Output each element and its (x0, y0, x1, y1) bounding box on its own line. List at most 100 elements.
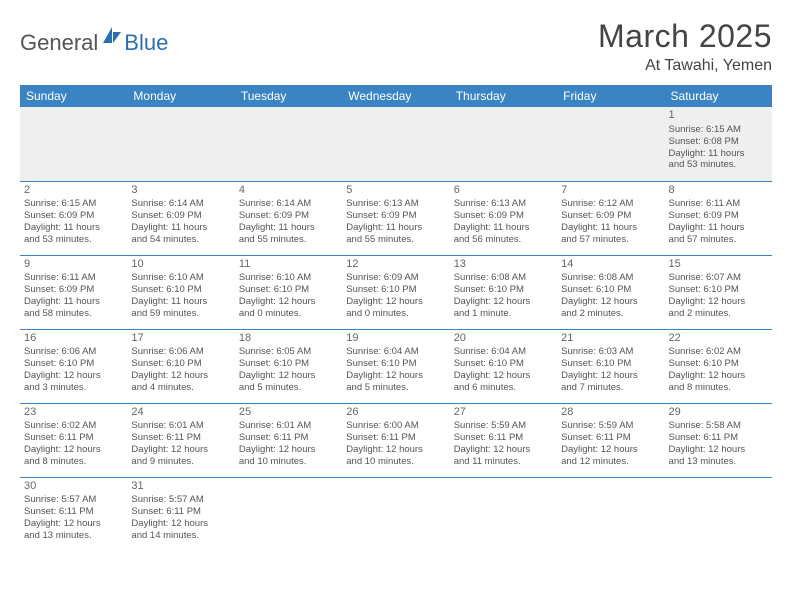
sunrise-text: Sunrise: 6:13 AM (454, 198, 553, 210)
sunrise-text: Sunrise: 6:08 AM (561, 272, 660, 284)
daylight-text: Daylight: 11 hours (131, 222, 230, 234)
sunrise-text: Sunrise: 6:07 AM (669, 272, 768, 284)
sunset-text: Sunset: 6:10 PM (131, 284, 230, 296)
sunset-text: Sunset: 6:11 PM (239, 432, 338, 444)
calendar-day-cell: 23Sunrise: 6:02 AMSunset: 6:11 PMDayligh… (20, 403, 127, 477)
daylight-text: and 11 minutes. (454, 456, 553, 468)
logo-text-blue: Blue (124, 30, 168, 56)
day-number: 31 (131, 480, 230, 494)
sunset-text: Sunset: 6:09 PM (669, 210, 768, 222)
calendar-day-cell: 30Sunrise: 5:57 AMSunset: 6:11 PMDayligh… (20, 477, 127, 551)
calendar-day-cell: 19Sunrise: 6:04 AMSunset: 6:10 PMDayligh… (342, 329, 449, 403)
sunset-text: Sunset: 6:10 PM (669, 358, 768, 370)
daylight-text: Daylight: 12 hours (346, 296, 445, 308)
daylight-text: Daylight: 12 hours (24, 370, 123, 382)
daylight-text: Daylight: 11 hours (454, 222, 553, 234)
calendar-day-cell (450, 477, 557, 551)
sunrise-text: Sunrise: 6:10 AM (131, 272, 230, 284)
sunrise-text: Sunrise: 6:11 AM (24, 272, 123, 284)
daylight-text: and 8 minutes. (669, 382, 768, 394)
calendar-day-cell: 3Sunrise: 6:14 AMSunset: 6:09 PMDaylight… (127, 181, 234, 255)
weekday-header: Sunday (20, 85, 127, 107)
daylight-text: Daylight: 11 hours (131, 296, 230, 308)
calendar-day-cell: 12Sunrise: 6:09 AMSunset: 6:10 PMDayligh… (342, 255, 449, 329)
daylight-text: Daylight: 11 hours (669, 222, 768, 234)
calendar-week-row: 16Sunrise: 6:06 AMSunset: 6:10 PMDayligh… (20, 329, 772, 403)
sunset-text: Sunset: 6:09 PM (131, 210, 230, 222)
daylight-text: and 3 minutes. (24, 382, 123, 394)
sunrise-text: Sunrise: 6:15 AM (669, 124, 768, 136)
calendar-day-cell: 11Sunrise: 6:10 AMSunset: 6:10 PMDayligh… (235, 255, 342, 329)
day-number: 9 (24, 258, 123, 272)
daylight-text: Daylight: 11 hours (561, 222, 660, 234)
sunrise-text: Sunrise: 6:15 AM (24, 198, 123, 210)
sunset-text: Sunset: 6:10 PM (346, 358, 445, 370)
sunrise-text: Sunrise: 5:59 AM (561, 420, 660, 432)
sunset-text: Sunset: 6:09 PM (561, 210, 660, 222)
calendar-day-cell: 14Sunrise: 6:08 AMSunset: 6:10 PMDayligh… (557, 255, 664, 329)
day-number: 6 (454, 184, 553, 198)
daylight-text: and 9 minutes. (131, 456, 230, 468)
calendar-day-cell: 18Sunrise: 6:05 AMSunset: 6:10 PMDayligh… (235, 329, 342, 403)
sunset-text: Sunset: 6:11 PM (24, 506, 123, 518)
calendar-day-cell: 17Sunrise: 6:06 AMSunset: 6:10 PMDayligh… (127, 329, 234, 403)
weekday-header-row: Sunday Monday Tuesday Wednesday Thursday… (20, 85, 772, 107)
calendar-day-cell (557, 477, 664, 551)
sunrise-text: Sunrise: 6:06 AM (131, 346, 230, 358)
sunrise-text: Sunrise: 6:00 AM (346, 420, 445, 432)
calendar-day-cell: 25Sunrise: 6:01 AMSunset: 6:11 PMDayligh… (235, 403, 342, 477)
daylight-text: Daylight: 11 hours (346, 222, 445, 234)
weekday-header: Thursday (450, 85, 557, 107)
day-number: 18 (239, 332, 338, 346)
calendar-day-cell (342, 477, 449, 551)
logo-sail-icon (102, 26, 122, 49)
day-number: 30 (24, 480, 123, 494)
sunrise-text: Sunrise: 6:01 AM (131, 420, 230, 432)
location: At Tawahi, Yemen (598, 57, 772, 75)
calendar-day-cell: 2Sunrise: 6:15 AMSunset: 6:09 PMDaylight… (20, 181, 127, 255)
sunset-text: Sunset: 6:10 PM (561, 358, 660, 370)
title-block: March 2025 At Tawahi, Yemen (598, 18, 772, 75)
sunset-text: Sunset: 6:09 PM (454, 210, 553, 222)
logo: General Blue (20, 26, 168, 59)
daylight-text: and 13 minutes. (669, 456, 768, 468)
daylight-text: Daylight: 12 hours (24, 518, 123, 530)
sunset-text: Sunset: 6:09 PM (239, 210, 338, 222)
logo-text-general: General (20, 30, 98, 56)
daylight-text: and 10 minutes. (346, 456, 445, 468)
sunrise-text: Sunrise: 5:57 AM (24, 494, 123, 506)
calendar-day-cell: 5Sunrise: 6:13 AMSunset: 6:09 PMDaylight… (342, 181, 449, 255)
weekday-header: Tuesday (235, 85, 342, 107)
calendar-day-cell (20, 107, 127, 181)
daylight-text: and 57 minutes. (561, 234, 660, 246)
day-number: 28 (561, 406, 660, 420)
sunset-text: Sunset: 6:11 PM (131, 432, 230, 444)
daylight-text: and 14 minutes. (131, 530, 230, 542)
day-number: 5 (346, 184, 445, 198)
sunrise-text: Sunrise: 6:12 AM (561, 198, 660, 210)
calendar-day-cell: 4Sunrise: 6:14 AMSunset: 6:09 PMDaylight… (235, 181, 342, 255)
daylight-text: and 55 minutes. (346, 234, 445, 246)
day-number: 29 (669, 406, 768, 420)
calendar-day-cell: 15Sunrise: 6:07 AMSunset: 6:10 PMDayligh… (665, 255, 772, 329)
calendar-table: Sunday Monday Tuesday Wednesday Thursday… (20, 85, 772, 551)
day-number: 15 (669, 258, 768, 272)
calendar-day-cell (235, 107, 342, 181)
day-number: 22 (669, 332, 768, 346)
daylight-text: Daylight: 12 hours (669, 296, 768, 308)
daylight-text: Daylight: 12 hours (131, 518, 230, 530)
calendar-day-cell: 26Sunrise: 6:00 AMSunset: 6:11 PMDayligh… (342, 403, 449, 477)
daylight-text: and 13 minutes. (24, 530, 123, 542)
daylight-text: Daylight: 12 hours (24, 444, 123, 456)
day-number: 4 (239, 184, 338, 198)
daylight-text: Daylight: 11 hours (24, 222, 123, 234)
calendar-week-row: 23Sunrise: 6:02 AMSunset: 6:11 PMDayligh… (20, 403, 772, 477)
day-number: 27 (454, 406, 553, 420)
day-number: 8 (669, 184, 768, 198)
calendar-day-cell: 27Sunrise: 5:59 AMSunset: 6:11 PMDayligh… (450, 403, 557, 477)
sunset-text: Sunset: 6:11 PM (24, 432, 123, 444)
day-number: 14 (561, 258, 660, 272)
sunset-text: Sunset: 6:10 PM (346, 284, 445, 296)
calendar-day-cell: 9Sunrise: 6:11 AMSunset: 6:09 PMDaylight… (20, 255, 127, 329)
day-number: 7 (561, 184, 660, 198)
